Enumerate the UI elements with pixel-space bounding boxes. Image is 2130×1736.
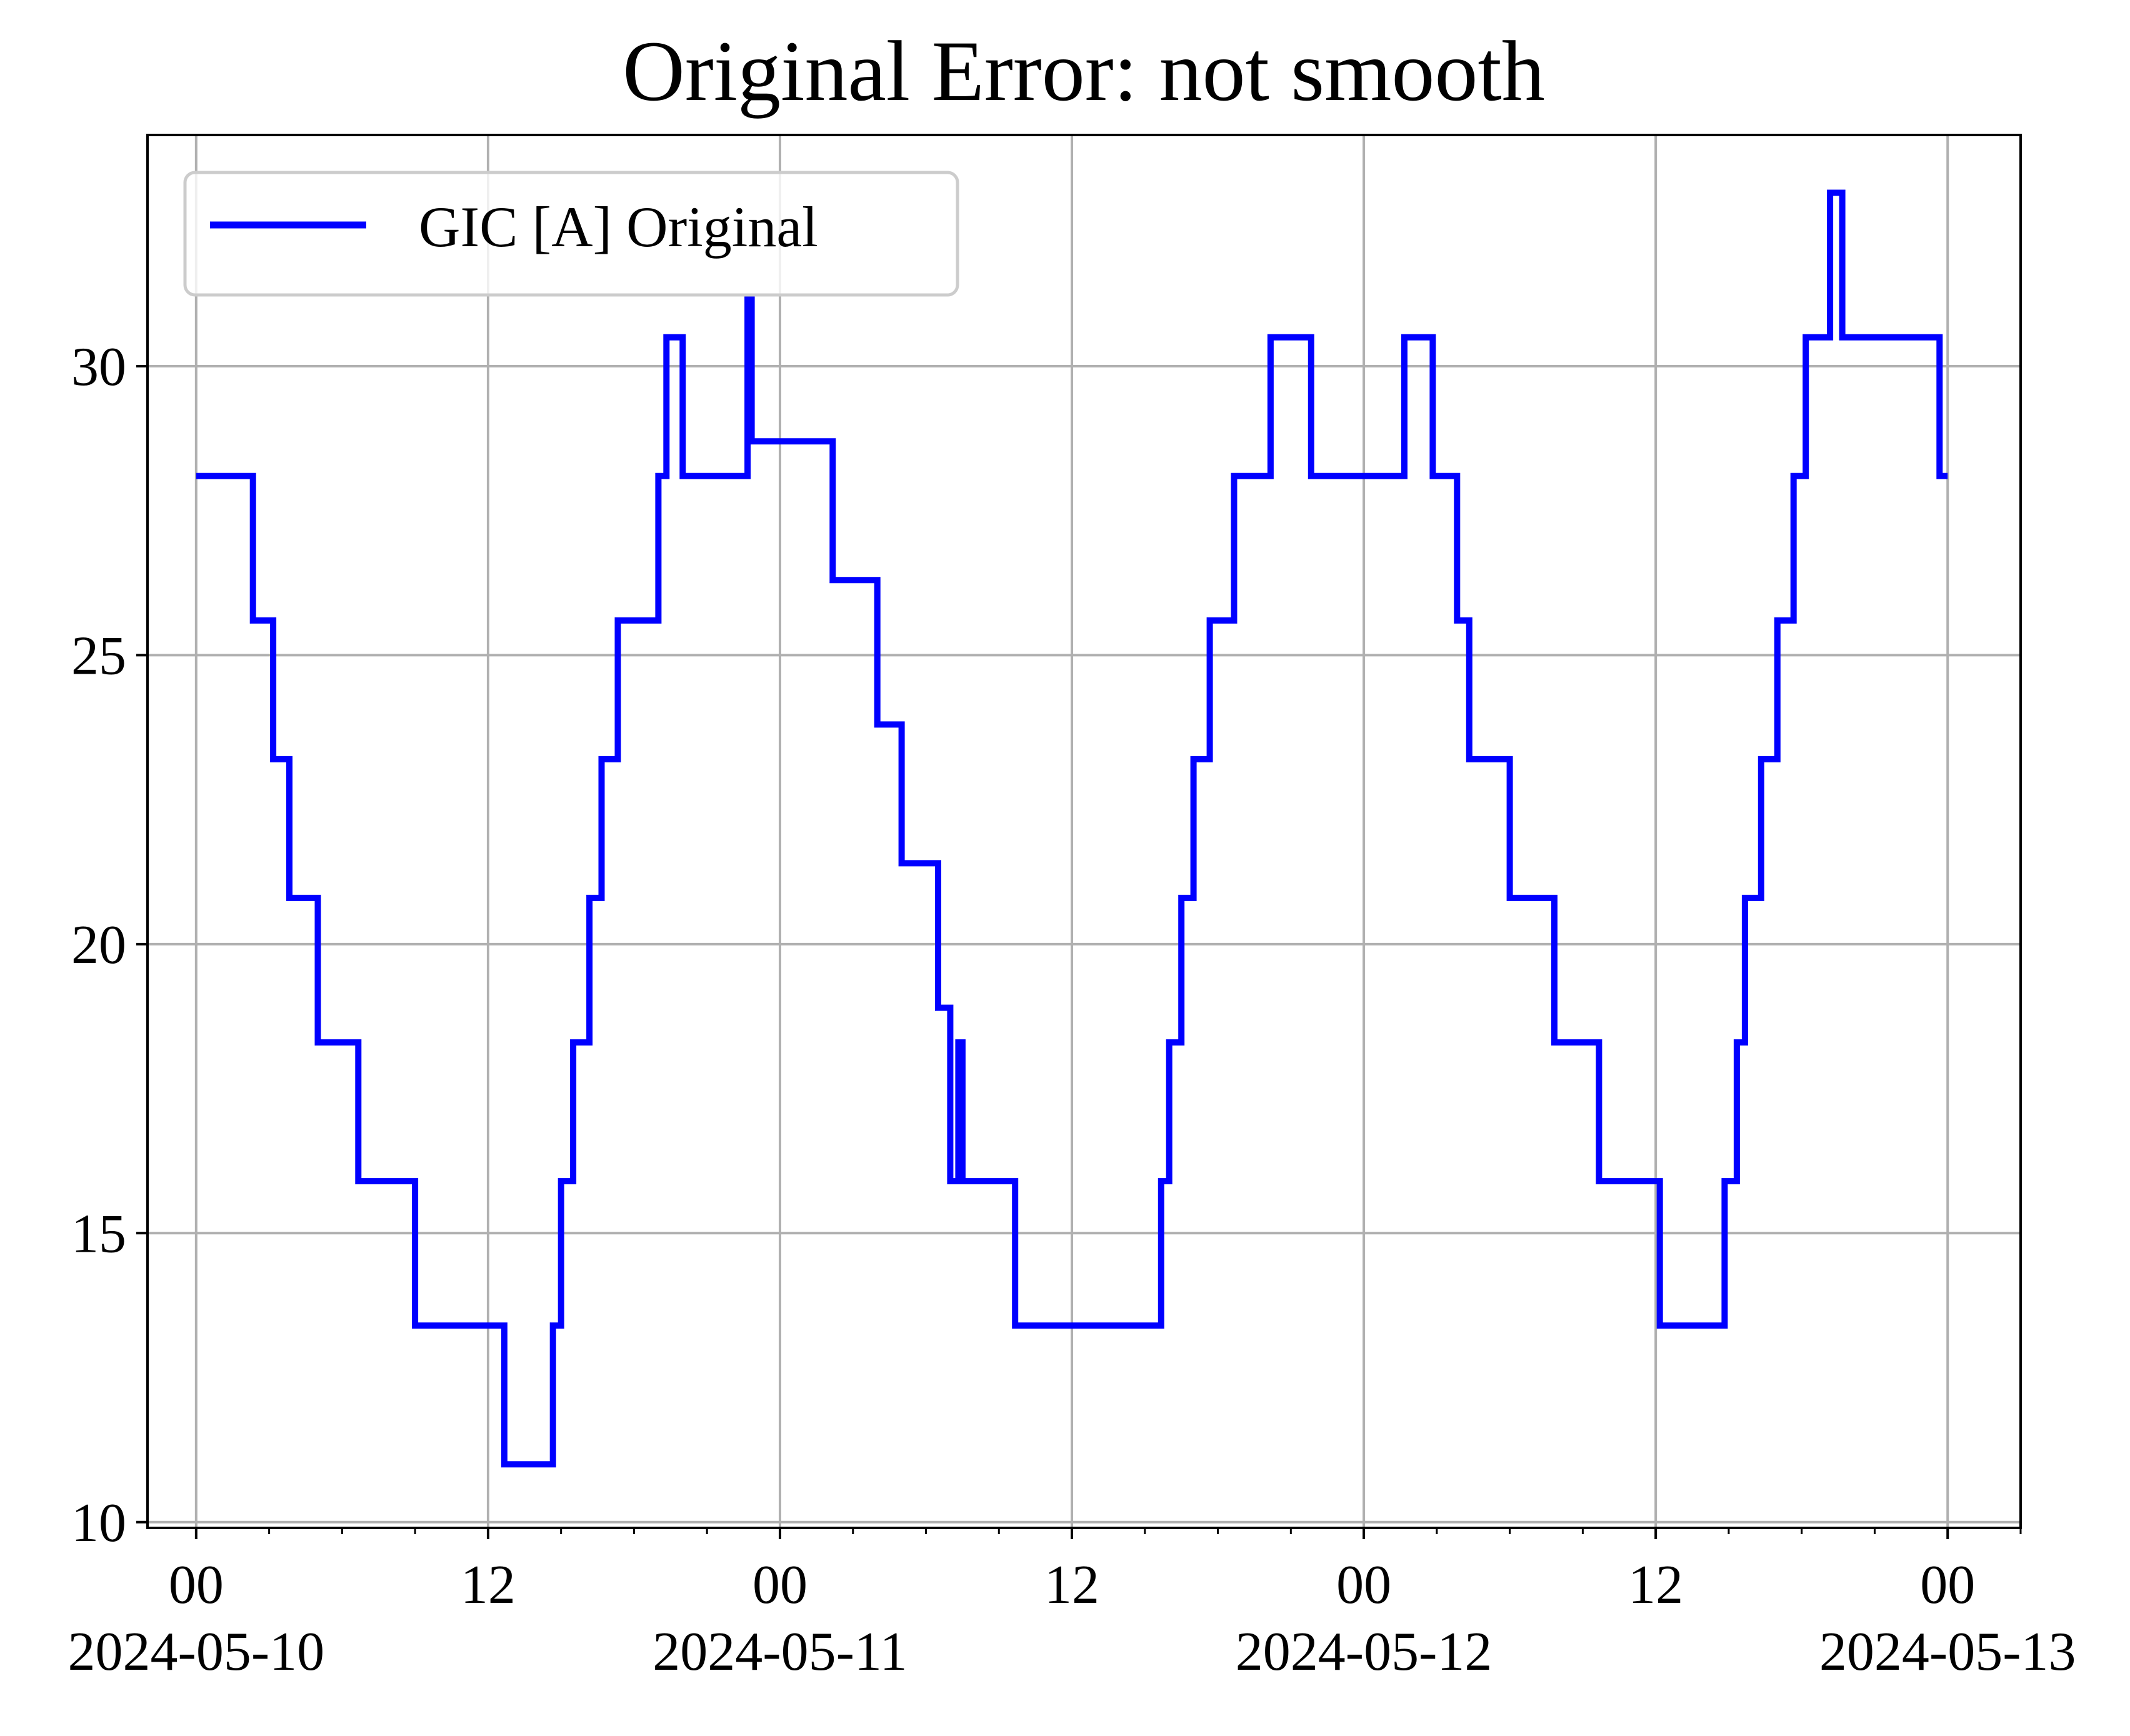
grid <box>148 135 2021 1528</box>
x-tick-date-label: 2024-05-10 <box>68 1622 325 1682</box>
series-line <box>196 189 1948 1468</box>
x-tick-label: 00 <box>169 1555 224 1615</box>
x-tick-date-label: 2024-05-11 <box>652 1622 907 1682</box>
y-tick-label: 30 <box>71 337 126 397</box>
x-tick-label: 12 <box>461 1555 516 1615</box>
x-tick-date-label: 2024-05-13 <box>1819 1622 2076 1682</box>
x-tick-label: 12 <box>1044 1555 1099 1615</box>
y-axis: 10 15 20 25 30 <box>71 337 148 1554</box>
y-tick-label: 10 <box>71 1493 126 1554</box>
x-tick-date-label: 2024-05-12 <box>1236 1622 1492 1682</box>
y-tick-label: 25 <box>71 626 126 686</box>
legend-label: GIC [A] Original <box>419 195 818 259</box>
x-tick-label: 00 <box>1336 1555 1391 1615</box>
y-tick-label: 20 <box>71 915 126 975</box>
x-tick-label: 12 <box>1628 1555 1683 1615</box>
y-tick-label: 15 <box>71 1204 126 1264</box>
series-layer <box>196 189 1948 1468</box>
legend-box <box>183 171 959 297</box>
x-tick-label: 00 <box>752 1555 808 1615</box>
chart-title: Original Error: not smooth <box>622 23 1545 119</box>
plot-frame <box>146 134 2022 1529</box>
x-axis: 00 2024-05-10 12 00 2024-05-11 12 00 2024-05-12… <box>68 1528 2076 1682</box>
x-tick-label: 00 <box>1920 1555 1975 1615</box>
legend: GIC [A] Original <box>183 171 959 297</box>
